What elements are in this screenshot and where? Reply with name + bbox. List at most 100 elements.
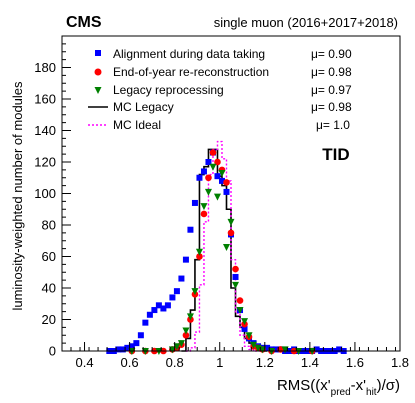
marker-layer bbox=[106, 149, 347, 355]
y-tick-label: 180 bbox=[34, 60, 56, 75]
y-tick-label: 160 bbox=[34, 92, 56, 107]
point-legacy-reprocessing bbox=[168, 346, 176, 354]
y-ticks: 0 20 40 60 80 100 120 140 160 180 bbox=[34, 35, 71, 359]
y-tick-label: 40 bbox=[42, 281, 56, 296]
x-tick-label: 0.6 bbox=[121, 355, 139, 370]
legend-label-mc-ideal: MC Ideal bbox=[113, 118, 161, 132]
point-legacy-reprocessing bbox=[218, 170, 226, 178]
legend-label-end-of-year: End-of-year re-reconstruction bbox=[113, 65, 269, 79]
point-alignment-during-data-taking bbox=[115, 346, 122, 353]
point-end-of-year-re-reconstruction bbox=[209, 149, 217, 156]
x-tick-label: 1 bbox=[216, 355, 223, 370]
point-alignment-during-data-taking bbox=[124, 344, 131, 351]
point-alignment-during-data-taking bbox=[178, 275, 185, 282]
y-tick-label: 60 bbox=[42, 249, 56, 264]
point-alignment-during-data-taking bbox=[142, 319, 149, 326]
point-alignment-during-data-taking bbox=[313, 346, 320, 353]
x-tick-label: 1.2 bbox=[256, 355, 274, 370]
point-alignment-during-data-taking bbox=[241, 325, 248, 332]
point-alignment-during-data-taking bbox=[196, 174, 203, 181]
point-end-of-year-re-reconstruction bbox=[236, 297, 244, 304]
point-alignment-during-data-taking bbox=[232, 273, 239, 280]
point-legacy-reprocessing bbox=[227, 218, 235, 226]
x-axis-label-main: RMS((x' bbox=[277, 377, 331, 394]
x-tick-label: 0.8 bbox=[166, 355, 184, 370]
point-legacy-reprocessing bbox=[222, 244, 230, 252]
point-alignment-during-data-taking bbox=[214, 173, 221, 180]
point-alignment-during-data-taking bbox=[128, 343, 135, 350]
point-legacy-reprocessing bbox=[182, 327, 190, 335]
point-alignment-during-data-taking bbox=[164, 302, 171, 309]
point-legacy-reprocessing bbox=[259, 346, 267, 354]
x-tick-label: 1.4 bbox=[301, 355, 319, 370]
point-alignment-during-data-taking bbox=[160, 305, 167, 312]
point-legacy-reprocessing bbox=[195, 248, 203, 256]
legend-label-mc-legacy: MC Legacy bbox=[113, 100, 174, 114]
point-legacy-reprocessing bbox=[204, 188, 212, 196]
x-axis-label-mid: -x' bbox=[351, 377, 366, 394]
point-legacy-reprocessing bbox=[177, 340, 185, 348]
point-alignment-during-data-taking bbox=[191, 199, 198, 206]
x-ticks: 0.4 0.6 0.8 1 1.2 1.4 1.6 1.8 bbox=[61, 342, 409, 370]
point-alignment-during-data-taking bbox=[200, 168, 207, 175]
point-alignment-during-data-taking bbox=[182, 256, 189, 263]
point-alignment-during-data-taking bbox=[173, 288, 180, 295]
legend-label-alignment: Alignment during data taking bbox=[113, 47, 265, 61]
point-legacy-reprocessing bbox=[213, 193, 221, 201]
legend-mu-alignment: μ= 0.90 bbox=[311, 47, 352, 61]
legend-label-legacy-reprocessing: Legacy reprocessing bbox=[113, 83, 224, 97]
legend-marker-legacy-reprocessing bbox=[94, 87, 102, 94]
y-tick-label: 100 bbox=[34, 186, 56, 201]
region-label: TID bbox=[322, 145, 349, 164]
point-legacy-reprocessing bbox=[173, 343, 181, 351]
point-end-of-year-re-reconstruction bbox=[214, 158, 221, 166]
point-legacy-reprocessing bbox=[250, 341, 258, 349]
x-axis-label-sub-pred: pred bbox=[331, 387, 351, 398]
legend-mu-mc-ideal: μ= 1.0 bbox=[316, 118, 350, 132]
x-tick-label: 1.6 bbox=[346, 355, 364, 370]
point-alignment-during-data-taking bbox=[205, 159, 212, 165]
point-legacy-reprocessing bbox=[245, 332, 253, 340]
point-legacy-reprocessing bbox=[236, 307, 244, 315]
point-alignment-during-data-taking bbox=[336, 346, 343, 353]
legend-marker-end-of-year bbox=[94, 68, 102, 76]
point-legacy-reprocessing bbox=[241, 318, 249, 326]
point-alignment-during-data-taking bbox=[169, 294, 176, 301]
point-legacy-reprocessing bbox=[186, 313, 194, 321]
point-alignment-during-data-taking bbox=[155, 302, 162, 309]
x-tick-label: 1.8 bbox=[391, 355, 409, 370]
point-end-of-year-re-reconstruction bbox=[200, 210, 208, 218]
point-end-of-year-re-reconstruction bbox=[223, 179, 230, 186]
point-end-of-year-re-reconstruction bbox=[182, 331, 190, 339]
point-end-of-year-re-reconstruction bbox=[205, 174, 212, 182]
point-alignment-during-data-taking bbox=[146, 311, 153, 318]
point-end-of-year-re-reconstruction bbox=[196, 253, 203, 260]
y-tick-label: 140 bbox=[34, 123, 56, 138]
point-alignment-during-data-taking bbox=[187, 226, 194, 233]
legend-mu-mc-legacy: μ= 0.98 bbox=[311, 100, 352, 114]
legend-mu-end-of-year: μ= 0.98 bbox=[311, 65, 352, 79]
point-alignment-during-data-taking bbox=[133, 340, 140, 347]
point-legacy-reprocessing bbox=[200, 203, 208, 211]
y-tick-label: 80 bbox=[42, 218, 56, 233]
point-alignment-during-data-taking bbox=[119, 346, 126, 353]
y-tick-label: 0 bbox=[49, 344, 56, 359]
experiment-label: CMS bbox=[66, 14, 102, 31]
y-tick-label: 20 bbox=[42, 312, 56, 327]
histogram-mc-ideal bbox=[185, 140, 268, 352]
point-alignment-during-data-taking bbox=[273, 346, 280, 353]
point-legacy-reprocessing bbox=[191, 288, 199, 296]
legend: Alignment during data taking μ= 0.90 End… bbox=[88, 47, 352, 132]
legend-mu-legacy-reprocessing: μ= 0.97 bbox=[311, 83, 352, 97]
x-axis-label-sub-hit: hit bbox=[366, 387, 377, 398]
point-end-of-year-re-reconstruction bbox=[227, 229, 235, 237]
dataset-label: single muon (2016+2017+2018) bbox=[214, 15, 398, 30]
point-alignment-during-data-taking bbox=[151, 307, 158, 314]
point-alignment-during-data-taking bbox=[218, 177, 225, 184]
point-alignment-during-data-taking bbox=[223, 188, 230, 195]
point-alignment-during-data-taking bbox=[264, 344, 271, 351]
point-end-of-year-re-reconstruction bbox=[232, 265, 239, 273]
x-axis-label-end: )/σ) bbox=[377, 377, 400, 394]
x-tick-label: 0.4 bbox=[75, 355, 93, 370]
